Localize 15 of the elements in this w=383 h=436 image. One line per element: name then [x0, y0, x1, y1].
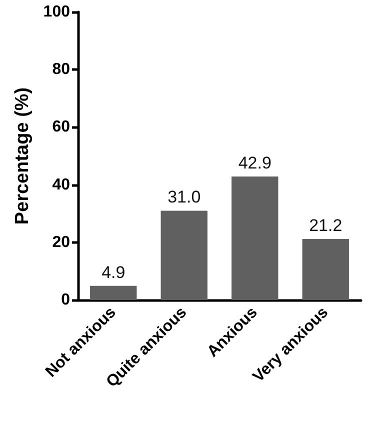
y-tick-label: 40	[52, 176, 70, 194]
data-label: 4.9	[102, 262, 126, 282]
y-tick-label: 0	[61, 292, 70, 308]
bar	[232, 176, 278, 300]
y-tick-label: 60	[52, 118, 70, 136]
bar	[302, 238, 349, 300]
y-tick-label: 20	[52, 234, 70, 251]
y-tick-label: 80	[52, 61, 70, 78]
bar	[160, 210, 208, 300]
y-axis-title: Percentage (%)	[12, 87, 33, 225]
y-tick-label: 100	[43, 4, 70, 20]
data-label: 31.0	[168, 188, 201, 207]
data-label: 42.9	[238, 153, 272, 172]
data-label: 21.2	[309, 216, 342, 235]
bar	[90, 286, 137, 300]
